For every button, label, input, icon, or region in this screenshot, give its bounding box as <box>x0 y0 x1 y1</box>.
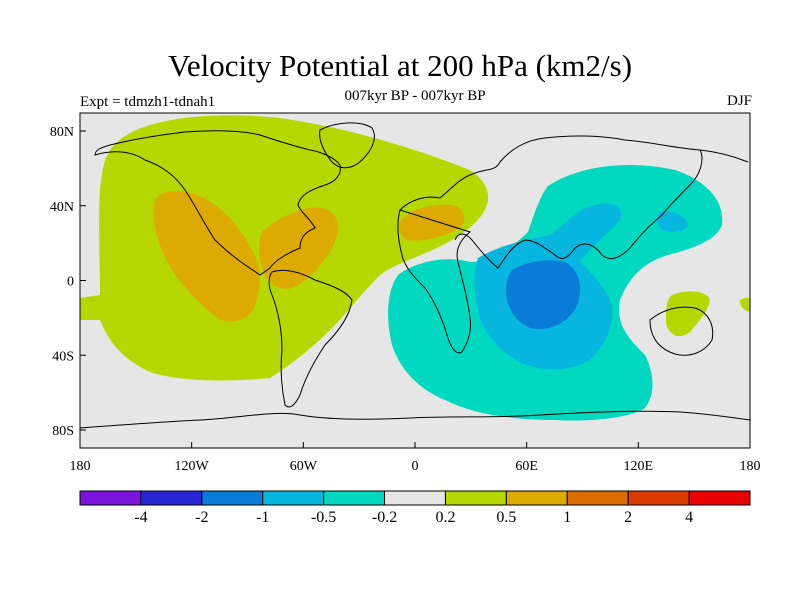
colorbar-label: 4 <box>685 509 693 526</box>
contour-negative-blue <box>506 260 581 330</box>
contour-fills <box>80 115 750 421</box>
lat-tick-label: 40N <box>50 200 74 215</box>
lon-tick-label: 180 <box>70 459 91 474</box>
colorbar-swatch <box>688 490 751 506</box>
lon-tick-label: 180 <box>740 459 761 474</box>
colorbar-label: 1 <box>563 509 571 526</box>
colorbar-label: -1 <box>256 509 269 526</box>
colorbar-swatch <box>627 490 690 506</box>
season-label: DJF <box>726 93 752 109</box>
lat-tick-label: 0 <box>67 275 74 290</box>
colorbar-label: 2 <box>624 509 632 526</box>
colorbar-label: 0.5 <box>496 509 516 526</box>
contour-positive-australia <box>666 291 710 337</box>
colorbar-swatch <box>262 490 325 506</box>
colorbar-swatch <box>566 490 629 506</box>
experiment-label: Expt = tdmzh1-tdnah1 <box>80 94 216 110</box>
coastline-south-america <box>268 269 353 408</box>
colorbar-swatch <box>140 490 203 506</box>
lat-tick-label: 80N <box>50 125 74 140</box>
contour-positive-east-edge <box>740 297 750 312</box>
colorbar-label: -2 <box>195 509 208 526</box>
coastline-eurasia-africa <box>397 135 749 354</box>
colorbar-label: -0.5 <box>311 509 336 526</box>
axis-ticks: 180 120W 60W 0 60E 120E 180 80N 40N 0 40S 80S <box>50 125 761 474</box>
lon-tick-label: 60E <box>515 459 538 474</box>
colorbar-swatch <box>444 490 507 506</box>
lon-tick-label: 120W <box>175 459 210 474</box>
contour-orange-pacific <box>153 190 260 322</box>
lat-tick-label: 40S <box>52 349 74 364</box>
colorbar-label: 0.2 <box>435 509 455 526</box>
colorbar-swatch <box>201 490 264 506</box>
coastline-australia <box>649 306 714 356</box>
colorbar-swatch <box>323 490 386 506</box>
colorbar-label: -4 <box>134 509 147 526</box>
lon-tick-label: 0 <box>412 459 419 474</box>
colorbar-swatch <box>384 490 446 506</box>
colorbar-swatch <box>79 490 142 506</box>
lon-tick-label: 60W <box>290 459 318 474</box>
colorbar-swatch <box>505 490 568 506</box>
lat-tick-label: 80S <box>52 424 74 439</box>
contour-negative-cyan-japan <box>657 211 688 233</box>
coastline-antarctica <box>80 410 750 429</box>
coastline-greenland <box>319 122 375 169</box>
map-subtitle: 007kyr BP - 007kyr BP <box>344 88 486 104</box>
coastlines <box>80 122 750 429</box>
map-title: Velocity Potential at 200 hPa (km2/s) <box>167 48 633 83</box>
colorbar-label: -0.2 <box>372 509 397 526</box>
lon-tick-label: 120E <box>624 459 654 474</box>
colorbar: -4 -2 -1 -0.5 -0.2 0.2 0.5 1 2 4 <box>79 490 751 526</box>
coastline-north-america <box>94 130 341 276</box>
contour-orange-sahara <box>399 204 465 241</box>
